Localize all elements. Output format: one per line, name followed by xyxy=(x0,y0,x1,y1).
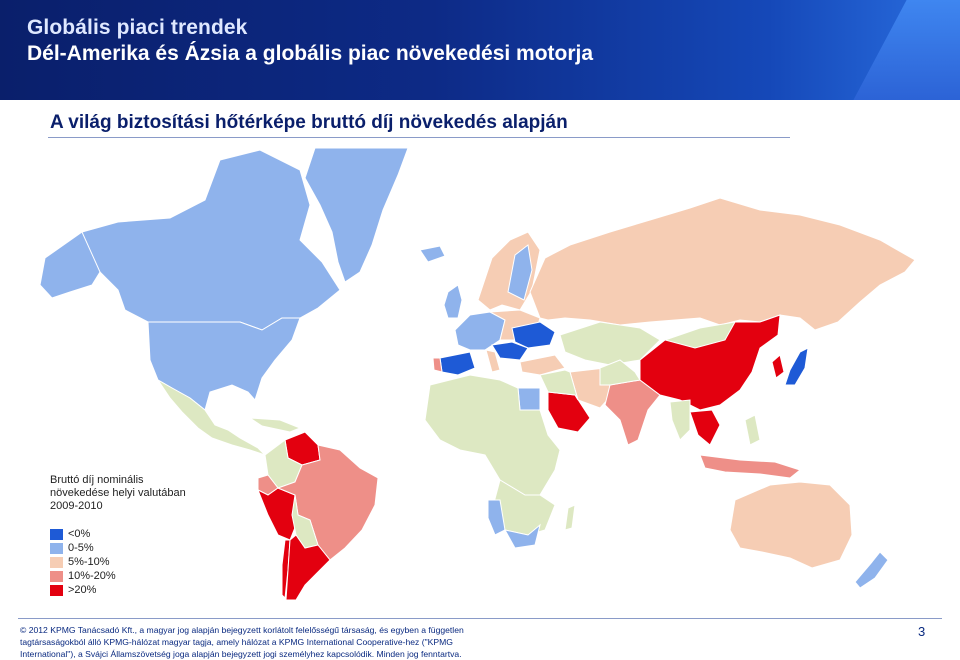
region-indochina xyxy=(669,399,691,441)
world-heat-map xyxy=(39,147,916,601)
header-title: Globális piaci trendek xyxy=(27,16,248,39)
legend-item: 5%-10% xyxy=(50,555,116,569)
region-russia xyxy=(529,197,916,331)
legend-item: 10%-20% xyxy=(50,569,116,583)
legend-label: <0% xyxy=(68,528,91,540)
region-uk xyxy=(443,284,463,319)
legend-item: >20% xyxy=(50,583,116,597)
region-argentina xyxy=(285,534,331,601)
copyright-notice: © 2012 KPMG Tanácsadó Kft., a magyar jog… xyxy=(20,624,500,660)
page-number: 3 xyxy=(918,624,926,639)
region-alaska xyxy=(39,231,101,299)
legend-label: 0-5% xyxy=(68,542,94,554)
legend-swatch xyxy=(50,542,63,554)
header-subtitle: Dél-Amerika és Ázsia a globális piac növ… xyxy=(27,42,594,65)
legend-label: >20% xyxy=(68,584,97,596)
region-portugal xyxy=(432,357,443,373)
legend-title-line: 2009-2010 xyxy=(50,500,103,512)
legend-title-line: Bruttó díj nominális xyxy=(50,474,144,486)
legend-item: <0% xyxy=(50,527,116,541)
region-indonesia xyxy=(699,454,802,479)
region-southeast-asia xyxy=(689,409,721,446)
copyright-line: © 2012 KPMG Tanácsadó Kft., a magyar jog… xyxy=(20,625,464,635)
copyright-line: International"), a Svájci Államszövetség… xyxy=(20,649,462,659)
region-greenland xyxy=(304,147,409,283)
title-divider xyxy=(48,137,790,138)
footer-divider xyxy=(18,618,942,619)
region-italy xyxy=(485,349,501,373)
region-egypt xyxy=(517,387,541,411)
region-iceland xyxy=(419,245,446,263)
legend-label: 10%-20% xyxy=(68,570,116,582)
region-mexico xyxy=(157,379,266,456)
copyright-line: tagtársaságokból álló KPMG-hálózat magya… xyxy=(20,637,453,647)
region-sweden xyxy=(507,244,533,301)
region-japan xyxy=(784,347,809,386)
region-balkans xyxy=(491,341,529,361)
region-ukraine xyxy=(511,321,556,349)
legend-title: Bruttó díj nominális növekedése helyi va… xyxy=(50,474,250,513)
region-turkey xyxy=(519,354,566,376)
region-new-zealand xyxy=(854,551,889,589)
legend-swatch xyxy=(50,570,63,582)
region-spain xyxy=(439,351,476,376)
region-india xyxy=(604,379,661,446)
region-mongolia xyxy=(663,321,736,349)
region-middle-east xyxy=(539,369,579,401)
region-madagascar xyxy=(564,504,576,531)
legend-swatch xyxy=(50,528,63,540)
region-caribbean xyxy=(248,417,302,433)
region-korea xyxy=(771,354,785,379)
header-bar: Globális piaci trendek Dél-Amerika és Áz… xyxy=(0,0,960,100)
region-canada xyxy=(81,149,341,331)
legend-item: 0-5% xyxy=(50,541,116,555)
legend-swatch xyxy=(50,556,63,568)
region-south-africa xyxy=(504,523,541,549)
header-accent xyxy=(853,0,960,100)
region-australia xyxy=(729,481,853,569)
region-namibia xyxy=(487,499,506,536)
region-north-africa xyxy=(424,374,561,496)
section-title: A világ biztosítási hőtérképe bruttó díj… xyxy=(50,112,568,133)
legend-label: 5%-10% xyxy=(68,556,110,568)
legend-title-line: növekedése helyi valutában xyxy=(50,487,186,499)
map-legend: <0% 0-5% 5%-10% 10%-20% >20% xyxy=(50,527,116,597)
legend-swatch xyxy=(50,584,63,596)
region-philippines xyxy=(744,414,761,446)
